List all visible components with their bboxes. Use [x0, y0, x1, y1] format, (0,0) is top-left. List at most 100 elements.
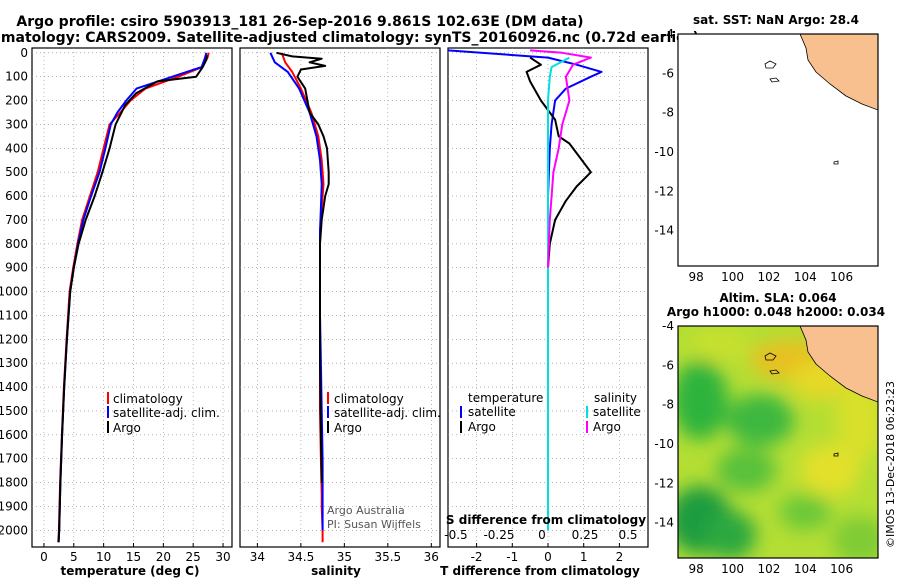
legend-satellite-label: satellite-adj. clim.: [113, 406, 220, 420]
legend-argo-label: Argo: [334, 421, 362, 435]
legend-climatology-label: climatology: [113, 392, 183, 406]
map-x-tick-label: 104: [794, 270, 817, 284]
sla-map-subtitle: Argo h1000: 0.048 h2000: 0.034: [667, 305, 885, 319]
sla-field: [678, 329, 878, 558]
sdiff-tick-label: 0.25: [572, 528, 599, 542]
sdiff-tick-label: -0.25: [483, 528, 514, 542]
sst-map-title: sat. SST: NaN Argo: 28.4: [693, 13, 859, 27]
depth-tick-label: 1100: [0, 308, 28, 322]
salinity-panel: [239, 47, 441, 548]
x-tick-label: 25: [186, 550, 201, 564]
series-line-temperature-satellite: [448, 49, 603, 531]
x-tick-label: 10: [96, 550, 111, 564]
salinity-x-label: salinity: [311, 564, 361, 578]
series-line-satellite-adj-clim-: [57, 52, 208, 543]
legend-temperature-title: temperature: [468, 391, 543, 405]
sla-map: [678, 326, 878, 558]
sst-map: [678, 34, 878, 266]
map-y-tick-label: -12: [654, 184, 674, 198]
temperature-x-label: temperature (deg C): [61, 564, 200, 578]
legend-satellite-label: satellite-adj. clim.: [334, 406, 441, 420]
map-y-tick-label: -14: [654, 516, 674, 530]
series-line-salinity-argo: [530, 49, 592, 268]
sumatra-landmass: [799, 34, 878, 111]
depth-tick-label: 1600: [0, 428, 28, 442]
series-line-argo: [276, 51, 330, 483]
x-tick-label: 1: [580, 550, 588, 564]
series-line-argo: [57, 55, 208, 543]
sst-map-frame: [677, 33, 879, 267]
map-x-tick-label: 102: [757, 562, 780, 576]
x-tick-label: 0: [544, 550, 552, 564]
x-tick-label: 5: [70, 550, 78, 564]
sumatra-landmass: [799, 326, 878, 403]
depth-tick-label: 700: [5, 213, 28, 227]
map-y-tick-label: -8: [662, 398, 674, 412]
x-tick-label: 35: [337, 550, 352, 564]
salinity-legend: climatology satellite-adj. clim. Argo: [327, 392, 441, 435]
map-y-tick-label: -6: [662, 66, 674, 80]
christmas-island: [833, 452, 839, 457]
depth-tick-label: 0: [20, 46, 28, 60]
temperature-panel: [31, 47, 233, 548]
series-line-salinity-satellite: [547, 56, 570, 531]
depth-tick-label: 2000: [0, 523, 28, 537]
depth-tick-label: 1300: [0, 356, 28, 370]
x-tick-label: 35.5: [374, 550, 401, 564]
depth-tick-label: 1500: [0, 404, 28, 418]
christmas-island: [833, 160, 839, 165]
series-group: [269, 51, 330, 543]
series-line-temperature-argo: [525, 56, 592, 447]
pi-institution: Argo Australia: [327, 504, 405, 517]
depth-tick-label: 1400: [0, 380, 28, 394]
legend-argo-label: Argo: [113, 421, 141, 435]
sdiff-tick-label: 0: [538, 528, 546, 542]
x-tick-label: -1: [506, 550, 518, 564]
map-y-tick-label: -10: [654, 145, 674, 159]
map-x-tick-label: 100: [721, 562, 744, 576]
x-tick-label: 30: [215, 550, 230, 564]
series-layer: [57, 49, 603, 543]
series-line-climatology: [280, 52, 325, 543]
legend-s-satellite-label: satellite: [593, 405, 641, 419]
imos-watermark: ©IMOS 13-Dec-2018 06:23:23: [884, 381, 897, 548]
figure-title-line2: Climatology: CARS2009. Satellite-adjuste…: [0, 30, 699, 46]
map-x-tick-label: 106: [830, 562, 853, 576]
depth-tick-label: 600: [5, 189, 28, 203]
depth-tick-label: 900: [5, 261, 28, 275]
island-outline: [764, 352, 777, 361]
depth-tick-label: 1000: [0, 285, 28, 299]
map-x-tick-label: 102: [757, 270, 780, 284]
legend-s-argo-label: Argo: [593, 420, 621, 434]
map-x-tick-label: 104: [794, 562, 817, 576]
island-outline: [764, 60, 777, 69]
depth-tick-label: 1200: [0, 332, 28, 346]
island-outline: [769, 369, 780, 375]
depth-tick-label: 500: [5, 165, 28, 179]
map-y-tick-label: -6: [662, 358, 674, 372]
depth-tick-label: 300: [5, 117, 28, 131]
depth-tick-label: 800: [5, 237, 28, 251]
map-x-tick-label: 98: [689, 562, 704, 576]
x-tick-label: 0: [40, 550, 48, 564]
sdiff-tick-label: -0.5: [444, 528, 467, 542]
series-group: [448, 49, 603, 531]
depth-tick-label: 100: [5, 70, 28, 84]
series-line-satellite-adj-clim-: [269, 52, 324, 531]
map-x-tick-label: 100: [721, 270, 744, 284]
x-tick-label: 34.5: [288, 550, 315, 564]
difference-legend: temperature salinity satellite Argo sate…: [460, 391, 641, 434]
depth-tick-label: 1800: [0, 476, 28, 490]
series-group: [57, 52, 210, 543]
figure-title-line1: Argo profile: csiro 5903913_181 26-Sep-2…: [16, 14, 583, 30]
legend-t-argo-label: Argo: [468, 420, 496, 434]
sdiff-tick-label: 0.5: [618, 528, 637, 542]
map-y-tick-label: -12: [654, 476, 674, 490]
island-outline: [769, 77, 780, 83]
x-tick-label: 2: [616, 550, 624, 564]
legend-climatology-label: climatology: [334, 392, 404, 406]
x-tick-label: -2: [471, 550, 483, 564]
map-y-tick-label: -14: [654, 224, 674, 238]
depth-tick-label: 400: [5, 141, 28, 155]
